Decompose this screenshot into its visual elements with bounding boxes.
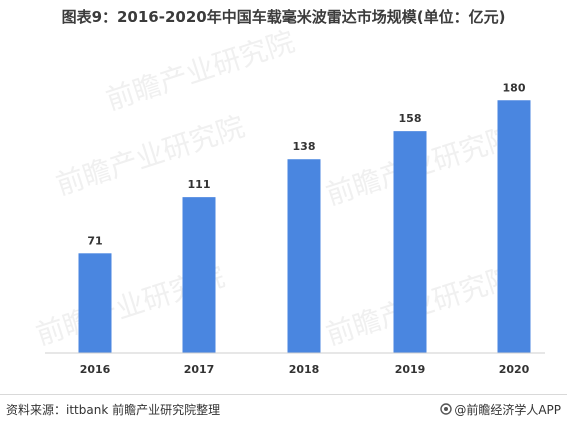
category-label-2016: 2016: [80, 363, 111, 376]
value-label-2018: 138: [293, 140, 316, 153]
value-label-2016: 71: [87, 234, 102, 247]
category-label-2020: 2020: [499, 363, 530, 376]
brand-text: @前瞻经济学人APP: [454, 403, 561, 417]
value-labels-group: 71 111 138 158 180: [87, 81, 525, 247]
category-label-2019: 2019: [395, 363, 426, 376]
source-note: 资料来源：ittbank 前瞻产业研究院整理: [6, 403, 221, 417]
brand-logo-icon: [440, 403, 453, 415]
watermark-text: 前瞻产业研究院: [102, 25, 299, 117]
category-labels-group: 2016 2017 2018 2019 2020: [80, 363, 530, 376]
bar-chart: 前瞻产业研究院 前瞻产业研究院 前瞻产业研究院 前瞻产业研究院 前瞻产业研究院 …: [32, 25, 545, 376]
category-label-2017: 2017: [184, 363, 215, 376]
value-label-2017: 111: [188, 178, 211, 191]
bar-2016: [78, 253, 112, 353]
value-label-2020: 180: [503, 81, 526, 94]
value-label-2019: 158: [399, 112, 422, 125]
category-label-2018: 2018: [289, 363, 320, 376]
bar-2018: [287, 159, 321, 353]
chart-title: 图表9：2016-2020年中国车载毫米波雷达市场规模(单位：亿元): [61, 8, 506, 26]
bar-2019: [393, 131, 427, 353]
bars-group: [78, 100, 531, 354]
watermark-text: 前瞻产业研究院: [52, 110, 249, 202]
footer: 资料来源：ittbank 前瞻产业研究院整理 @前瞻经济学人APP: [0, 394, 567, 424]
brand-credit: @前瞻经济学人APP: [440, 401, 561, 418]
bar-2017: [182, 197, 216, 353]
bar-2020: [497, 100, 531, 354]
